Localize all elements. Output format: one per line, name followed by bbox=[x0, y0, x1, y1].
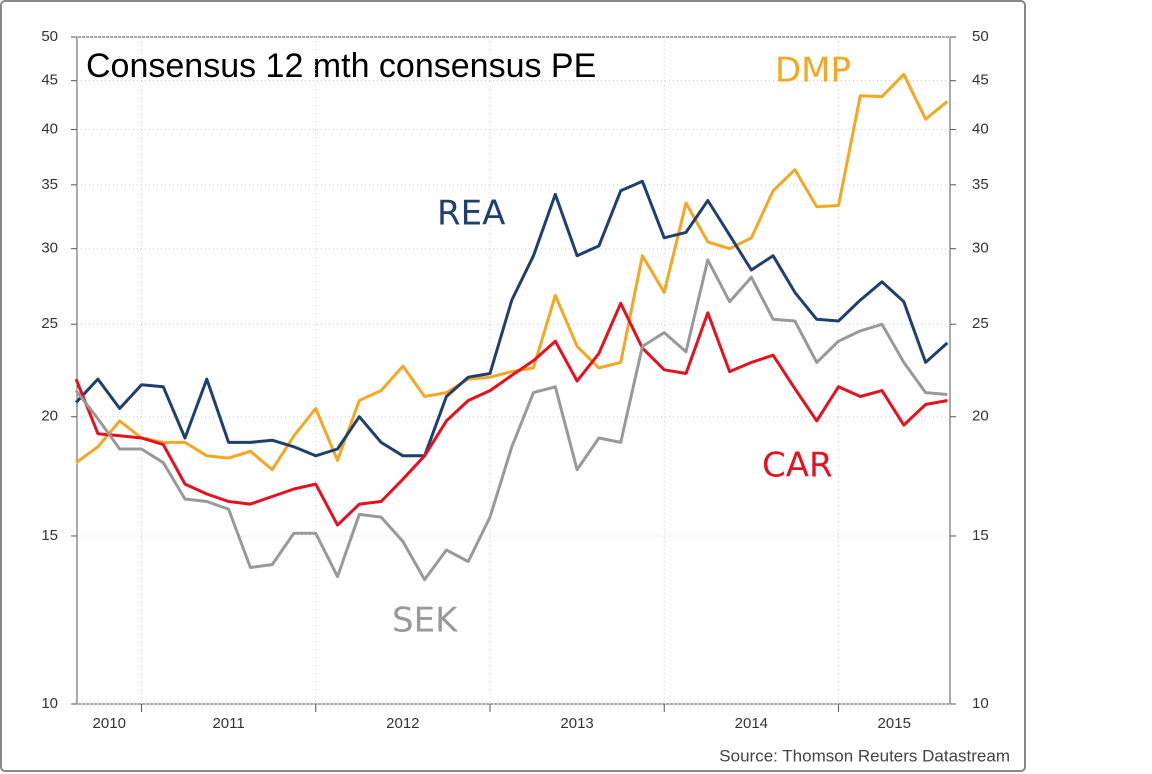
y-tick-label: 10 bbox=[41, 695, 58, 712]
series-label: SEK bbox=[392, 601, 459, 641]
y2-tick-label: 30 bbox=[972, 240, 989, 257]
y2-tick-label: 45 bbox=[972, 72, 989, 89]
series-line bbox=[75, 179, 949, 458]
x-tick-label: 2010 bbox=[93, 715, 126, 732]
y2-tick-label: 25 bbox=[972, 315, 989, 332]
x-tick-label: 2013 bbox=[560, 715, 593, 732]
series-label: REA bbox=[437, 194, 505, 234]
chart-title: Consensus 12 mth consensus PE bbox=[86, 47, 596, 85]
series-line bbox=[75, 72, 949, 472]
y2-tick-label: 10 bbox=[972, 695, 989, 712]
y-tick-label: 45 bbox=[41, 72, 58, 89]
series-label: CAR bbox=[762, 446, 833, 486]
y2-tick-label: 35 bbox=[972, 176, 989, 193]
y-tick-label: 50 bbox=[41, 28, 58, 45]
x-tick-label: 2014 bbox=[735, 715, 768, 732]
y2-tick-label: 40 bbox=[972, 120, 989, 137]
x-tick-label: 2015 bbox=[878, 715, 911, 732]
y-tick-label: 15 bbox=[41, 527, 58, 544]
y2-tick-label: 50 bbox=[972, 28, 989, 45]
y-tick-label: 35 bbox=[41, 176, 58, 193]
y-tick-label: 25 bbox=[41, 315, 58, 332]
series-line bbox=[74, 301, 948, 527]
x-tick-label: 2011 bbox=[212, 715, 244, 732]
series-label: DMP bbox=[775, 51, 851, 91]
y-tick-label: 20 bbox=[41, 408, 58, 425]
y-tick-label: 40 bbox=[41, 120, 58, 137]
series-line bbox=[74, 258, 948, 582]
y2-tick-label: 15 bbox=[972, 527, 989, 544]
source: Source: Thomson Reuters Datastream bbox=[719, 746, 1010, 765]
frame bbox=[0, 0, 1026, 772]
y2-tick-label: 20 bbox=[972, 408, 989, 425]
x-tick-label: 2012 bbox=[386, 715, 419, 732]
y-tick-label: 30 bbox=[41, 240, 58, 257]
